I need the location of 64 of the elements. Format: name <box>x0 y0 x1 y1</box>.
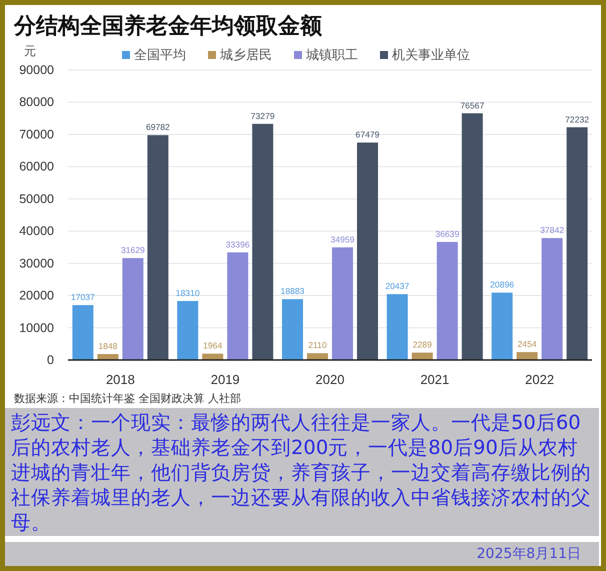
data-label: 33396 <box>226 239 250 250</box>
y-tick-label: 70000 <box>19 127 54 142</box>
data-label: 17037 <box>70 292 96 302</box>
y-tick-label: 60000 <box>19 160 54 174</box>
bar <box>147 135 168 360</box>
bar <box>357 142 378 360</box>
legend-label: 城镇职工 <box>305 48 358 63</box>
bar <box>516 352 538 360</box>
data-label: 34959 <box>330 234 355 244</box>
bar <box>282 299 303 360</box>
data-label: 18310 <box>176 288 200 298</box>
bar <box>412 352 433 360</box>
data-label: 72232 <box>565 114 590 124</box>
bar <box>566 127 588 360</box>
bar <box>72 305 94 360</box>
chart-title: 分结构全国养老金年均领取金额 <box>13 13 323 39</box>
y-axis-title: 元 <box>24 44 36 58</box>
text: 彭远文：一个现实：最惨的两代人往往是一家人。一代是50后60后的农村老人，基础养老金不到200元，一代是80后90后从农村进城的青壮年，他们背负房贷，养育孩子，一边交着高存缴比例的社保养着城里的老人，一边还要从有限的收入中省钱接济农村的父母。 <box>5 408 599 536</box>
data-label: 20437 <box>385 281 410 292</box>
data-label: 69782 <box>146 122 170 132</box>
y-tick-label: 30000 <box>19 256 54 270</box>
bar <box>97 354 118 360</box>
data-label: 18883 <box>280 286 305 296</box>
bar <box>227 252 248 360</box>
bar <box>307 353 328 360</box>
data-label: 76567 <box>460 100 484 110</box>
data-label: 20896 <box>490 280 514 290</box>
data-label: 2110 <box>308 340 327 350</box>
data-label: 31629 <box>120 245 146 256</box>
text: 2025年8月11日 <box>476 545 581 563</box>
x-tick-label: 2021 <box>420 372 450 387</box>
bar <box>202 354 224 360</box>
y-tick-label: 90000 <box>19 63 54 77</box>
legend-label: 全国平均 <box>134 48 186 63</box>
bar <box>492 292 513 360</box>
bar <box>462 113 483 360</box>
legend-label: 城乡居民 <box>219 48 272 63</box>
x-tick-label: 2019 <box>210 372 240 387</box>
x-tick-label: 2018 <box>106 372 135 387</box>
y-tick-label: 50000 <box>19 192 54 206</box>
source-note: 数据来源：中国统计年鉴 全国财政决算 人社部 <box>14 392 241 405</box>
y-tick-label: 80000 <box>19 95 54 110</box>
bar <box>436 242 458 360</box>
x-tick-label: 2022 <box>525 372 554 387</box>
data-label: 1964 <box>203 340 222 351</box>
data-label: 37842 <box>540 225 564 236</box>
data-label: 67479 <box>356 130 380 140</box>
bar <box>122 258 144 360</box>
data-label: 36639 <box>435 228 460 239</box>
data-label: 2289 <box>412 340 432 350</box>
x-tick-label: 2020 <box>316 372 344 387</box>
y-tick-label: 40000 <box>19 224 54 238</box>
data-label: 1848 <box>98 341 118 352</box>
bar <box>252 124 274 360</box>
data-label: 73279 <box>250 110 275 121</box>
y-tick-label: 0 <box>47 353 54 367</box>
legend-label: 机关事业单位 <box>392 48 470 63</box>
bar <box>542 238 563 360</box>
bar <box>177 301 198 360</box>
y-tick-label: 20000 <box>19 288 54 303</box>
y-tick-label: 10000 <box>19 320 54 335</box>
bar <box>332 247 353 360</box>
bar <box>386 294 408 360</box>
data-label: 2454 <box>518 339 537 350</box>
